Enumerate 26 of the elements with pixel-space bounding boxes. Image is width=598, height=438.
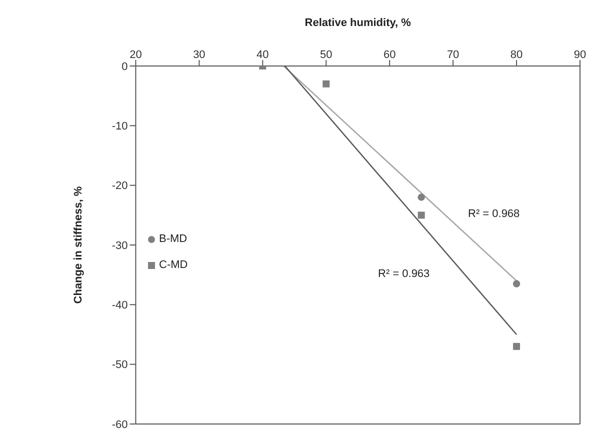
y-tick-label: -60: [112, 418, 128, 431]
point: [418, 212, 425, 219]
x-axis-title: Relative humidity, %: [304, 16, 412, 29]
annotation: R² = 0.968: [468, 208, 520, 220]
x-tick-label: 20: [130, 49, 142, 61]
legend-label: B-MD: [159, 233, 188, 245]
x-tick-label: 30: [193, 49, 206, 61]
y-tick-label: -20: [112, 180, 128, 192]
y-axis-title: Change in stiffness, %: [72, 186, 85, 304]
point: [513, 342, 520, 350]
y-tick-label: -40: [112, 300, 128, 312]
y-tick-label: -10: [112, 120, 128, 133]
y-tick-label: -50: [112, 359, 128, 372]
point: [322, 80, 330, 88]
point: [512, 280, 520, 288]
y-tick-label: -30: [112, 240, 128, 252]
x-tick-label: 90: [574, 49, 586, 61]
legend-label: C-MD: [159, 259, 188, 271]
x-tick-label: 70: [446, 49, 460, 61]
x-tick-label: 50: [320, 49, 332, 61]
y-tick-label: 0: [122, 60, 128, 73]
x-tick-label: 80: [510, 49, 523, 61]
x-tick-label: 60: [383, 49, 396, 61]
annotation: R² = 0.963: [378, 268, 430, 280]
point: [418, 194, 425, 201]
x-tick-label: 40: [256, 49, 269, 61]
